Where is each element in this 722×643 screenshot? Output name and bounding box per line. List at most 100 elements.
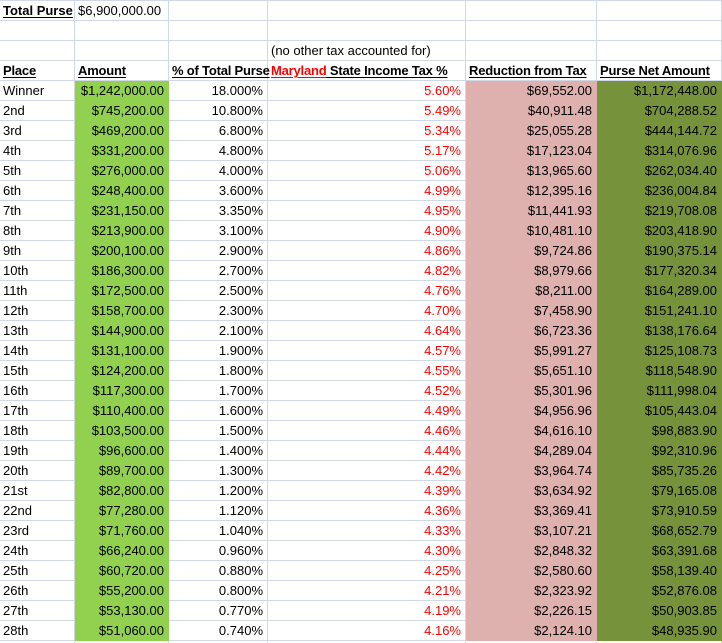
amount-cell[interactable]: $71,760.00 <box>75 521 169 541</box>
net-amount-cell[interactable]: $68,652.79 <box>597 521 722 541</box>
percent-of-purse-cell[interactable]: 1.040% <box>169 521 268 541</box>
percent-of-purse-cell[interactable]: 3.600% <box>169 181 268 201</box>
percent-of-purse-cell[interactable]: 1.500% <box>169 421 268 441</box>
amount-cell[interactable]: $117,300.00 <box>75 381 169 401</box>
place-cell[interactable]: 9th <box>0 241 75 261</box>
net-amount-cell[interactable]: $118,548.90 <box>597 361 722 381</box>
percent-of-purse-cell[interactable]: 0.740% <box>169 621 268 641</box>
net-amount-cell[interactable]: $79,165.08 <box>597 481 722 501</box>
net-amount-cell[interactable]: $105,443.04 <box>597 401 722 421</box>
amount-cell[interactable]: $82,800.00 <box>75 481 169 501</box>
tax-reduction-cell[interactable]: $3,369.41 <box>466 501 597 521</box>
empty-cell[interactable] <box>169 41 268 61</box>
net-amount-cell[interactable]: $85,735.26 <box>597 461 722 481</box>
tax-rate-cell[interactable]: 4.52% <box>268 381 466 401</box>
empty-cell[interactable] <box>268 21 466 41</box>
percent-of-purse-cell[interactable]: 1.600% <box>169 401 268 421</box>
tax-rate-cell[interactable]: 4.99% <box>268 181 466 201</box>
net-amount-cell[interactable]: $1,172,448.00 <box>597 81 722 101</box>
place-cell[interactable]: 25th <box>0 561 75 581</box>
empty-cell[interactable] <box>0 41 75 61</box>
net-amount-cell[interactable]: $203,418.90 <box>597 221 722 241</box>
tax-rate-cell[interactable]: 4.19% <box>268 601 466 621</box>
net-amount-cell[interactable]: $98,883.90 <box>597 421 722 441</box>
total-purse-value-cell[interactable]: $6,900,000.00 <box>75 1 169 21</box>
percent-of-purse-cell[interactable]: 2.700% <box>169 261 268 281</box>
tax-note-cell[interactable]: (no other tax accounted for) <box>268 41 466 61</box>
net-amount-cell[interactable]: $50,903.85 <box>597 601 722 621</box>
percent-of-purse-cell[interactable]: 1.300% <box>169 461 268 481</box>
place-cell[interactable]: 16th <box>0 381 75 401</box>
amount-cell[interactable]: $51,060.00 <box>75 621 169 641</box>
tax-reduction-cell[interactable]: $5,651.10 <box>466 361 597 381</box>
amount-cell[interactable]: $110,400.00 <box>75 401 169 421</box>
percent-of-purse-cell[interactable]: 10.800% <box>169 101 268 121</box>
place-cell[interactable]: 5th <box>0 161 75 181</box>
net-amount-cell[interactable]: $58,139.40 <box>597 561 722 581</box>
net-amount-cell[interactable]: $92,310.96 <box>597 441 722 461</box>
place-cell[interactable]: 14th <box>0 341 75 361</box>
amount-cell[interactable]: $469,200.00 <box>75 121 169 141</box>
place-cell[interactable]: 17th <box>0 401 75 421</box>
empty-cell[interactable] <box>75 21 169 41</box>
empty-cell[interactable] <box>169 21 268 41</box>
place-cell[interactable]: 13th <box>0 321 75 341</box>
header-amount[interactable]: Amount <box>75 61 169 81</box>
tax-reduction-cell[interactable]: $69,552.00 <box>466 81 597 101</box>
tax-rate-cell[interactable]: 4.25% <box>268 561 466 581</box>
header-place[interactable]: Place <box>0 61 75 81</box>
net-amount-cell[interactable]: $138,176.64 <box>597 321 722 341</box>
tax-rate-cell[interactable]: 4.36% <box>268 501 466 521</box>
tax-rate-cell[interactable]: 4.95% <box>268 201 466 221</box>
place-cell[interactable]: 12th <box>0 301 75 321</box>
tax-rate-cell[interactable]: 4.44% <box>268 441 466 461</box>
tax-reduction-cell[interactable]: $5,991.27 <box>466 341 597 361</box>
place-cell[interactable]: 26th <box>0 581 75 601</box>
percent-of-purse-cell[interactable]: 0.880% <box>169 561 268 581</box>
percent-of-purse-cell[interactable]: 2.300% <box>169 301 268 321</box>
tax-reduction-cell[interactable]: $2,580.60 <box>466 561 597 581</box>
tax-reduction-cell[interactable]: $3,107.21 <box>466 521 597 541</box>
place-cell[interactable]: 27th <box>0 601 75 621</box>
tax-reduction-cell[interactable]: $2,323.92 <box>466 581 597 601</box>
place-cell[interactable]: 15th <box>0 361 75 381</box>
tax-rate-cell[interactable]: 4.70% <box>268 301 466 321</box>
place-cell[interactable]: 18th <box>0 421 75 441</box>
amount-cell[interactable]: $213,900.00 <box>75 221 169 241</box>
tax-reduction-cell[interactable]: $7,458.90 <box>466 301 597 321</box>
tax-rate-cell[interactable]: 4.76% <box>268 281 466 301</box>
net-amount-cell[interactable]: $219,708.08 <box>597 201 722 221</box>
place-cell[interactable]: 4th <box>0 141 75 161</box>
empty-cell[interactable] <box>597 21 722 41</box>
place-cell[interactable]: 28th <box>0 621 75 641</box>
amount-cell[interactable]: $103,500.00 <box>75 421 169 441</box>
net-amount-cell[interactable]: $190,375.14 <box>597 241 722 261</box>
place-cell[interactable]: 3rd <box>0 121 75 141</box>
tax-reduction-cell[interactable]: $25,055.28 <box>466 121 597 141</box>
tax-reduction-cell[interactable]: $6,723.36 <box>466 321 597 341</box>
header-reduction-from-tax[interactable]: Reduction from Tax <box>466 61 597 81</box>
tax-reduction-cell[interactable]: $12,395.16 <box>466 181 597 201</box>
net-amount-cell[interactable]: $314,076.96 <box>597 141 722 161</box>
place-cell[interactable]: 2nd <box>0 101 75 121</box>
net-amount-cell[interactable]: $164,289.00 <box>597 281 722 301</box>
net-amount-cell[interactable]: $444,144.72 <box>597 121 722 141</box>
tax-rate-cell[interactable]: 4.49% <box>268 401 466 421</box>
tax-rate-cell[interactable]: 4.16% <box>268 621 466 641</box>
percent-of-purse-cell[interactable]: 0.800% <box>169 581 268 601</box>
amount-cell[interactable]: $231,150.00 <box>75 201 169 221</box>
net-amount-cell[interactable]: $177,320.34 <box>597 261 722 281</box>
place-cell[interactable]: 11th <box>0 281 75 301</box>
tax-reduction-cell[interactable]: $2,124.10 <box>466 621 597 641</box>
tax-rate-cell[interactable]: 4.90% <box>268 221 466 241</box>
header-purse-net-amount[interactable]: Purse Net Amount <box>597 61 722 81</box>
tax-rate-cell[interactable]: 4.82% <box>268 261 466 281</box>
net-amount-cell[interactable]: $48,935.90 <box>597 621 722 641</box>
empty-cell[interactable] <box>75 641 169 643</box>
amount-cell[interactable]: $96,600.00 <box>75 441 169 461</box>
place-cell[interactable]: 21st <box>0 481 75 501</box>
tax-rate-cell[interactable]: 4.39% <box>268 481 466 501</box>
tax-reduction-cell[interactable]: $40,911.48 <box>466 101 597 121</box>
tax-reduction-cell[interactable]: $13,965.60 <box>466 161 597 181</box>
net-amount-cell[interactable]: $63,391.68 <box>597 541 722 561</box>
